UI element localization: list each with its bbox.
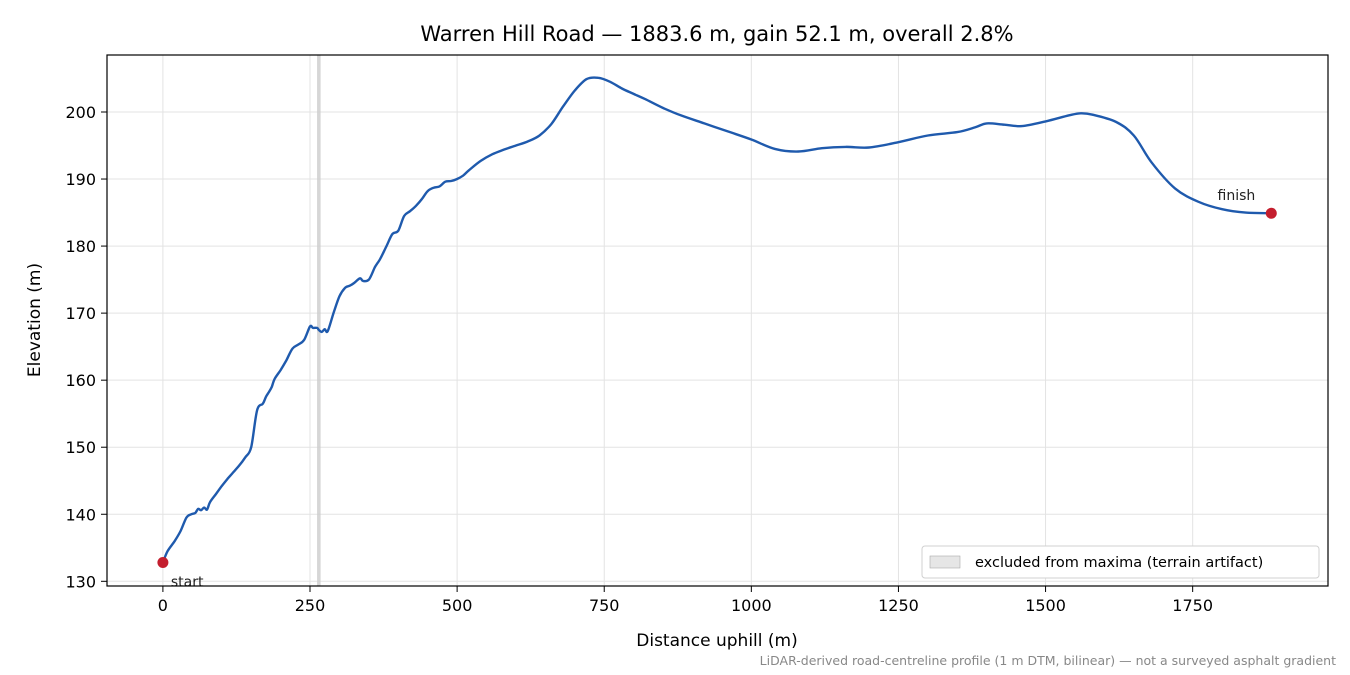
finish-label: finish [1218, 188, 1256, 204]
x-tick-label: 1000 [731, 596, 772, 615]
start-marker [157, 557, 169, 569]
y-tick-label: 130 [65, 572, 96, 591]
y-tick-label: 200 [65, 103, 96, 122]
plot-frame [106, 54, 1329, 587]
legend-entry: excluded from maxima (terrain artifact) [975, 555, 1263, 571]
start-label: start [171, 575, 204, 591]
x-axis-label: Distance uphill (m) [636, 631, 797, 651]
y-axis-label: Elevation (m) [25, 263, 45, 377]
y-tick-label: 150 [65, 438, 96, 457]
excluded-band [317, 55, 321, 586]
legend: excluded from maxima (terrain artifact) [921, 545, 1320, 579]
x-axis-ticks: 0 250 500 750 1000 1250 1500 1750 [158, 586, 1213, 615]
y-tick-label: 180 [65, 237, 96, 256]
finish-marker [1265, 207, 1277, 219]
x-tick-label: 750 [589, 596, 620, 615]
x-tick-label: 0 [158, 596, 168, 615]
x-tick-label: 1500 [1025, 596, 1066, 615]
x-tick-label: 1250 [878, 596, 919, 615]
grid [107, 55, 1328, 586]
elevation-line [161, 76, 1272, 563]
footnote: LiDAR-derived road-centreline profile (1… [760, 653, 1336, 668]
excluded-region [317, 55, 321, 586]
legend-swatch [929, 555, 961, 569]
y-tick-label: 140 [65, 505, 96, 524]
x-tick-label: 1750 [1172, 596, 1213, 615]
endpoint-markers: start finish [157, 188, 1277, 591]
y-tick-label: 190 [65, 170, 96, 189]
y-tick-label: 170 [65, 304, 96, 323]
x-tick-label: 250 [295, 596, 326, 615]
chart-title: Warren Hill Road — 1883.6 m, gain 52.1 m… [420, 22, 1013, 46]
x-tick-label: 500 [442, 596, 473, 615]
y-tick-label: 160 [65, 371, 96, 390]
y-axis-ticks: 130 140 150 160 170 180 190 200 [65, 103, 107, 591]
legend-box [921, 545, 1320, 579]
